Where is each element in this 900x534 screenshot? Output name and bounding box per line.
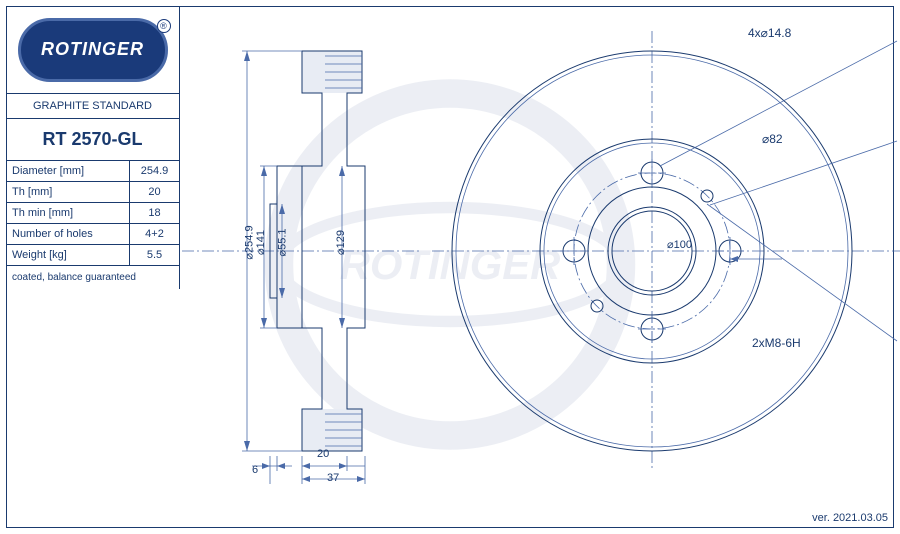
front-view: ⌀100	[442, 16, 892, 486]
callout-hub-dia: ⌀82	[762, 132, 783, 146]
brand-name: ROTINGER	[41, 39, 144, 60]
logo-area: ROTINGER ®	[6, 6, 180, 94]
dim-pcd-inline: ⌀100	[667, 239, 692, 251]
spec-table: GRAPHITE STANDARD RT 2570-GL Diameter [m…	[6, 94, 180, 289]
spec-note: coated, balance guaranteed	[6, 266, 180, 289]
dim-d129: ⌀129	[334, 230, 347, 255]
dim-w20: 20	[317, 448, 329, 460]
callout-thread: 2xM8-6H	[752, 336, 801, 350]
table-row: Number of holes4+2	[6, 224, 180, 245]
brand-logo: ROTINGER ®	[18, 18, 168, 82]
dim-d55: ⌀55.1	[276, 228, 289, 256]
table-row: Diameter [mm]254.9	[6, 161, 180, 182]
dim-d141: ⌀141	[254, 230, 267, 255]
side-view	[182, 16, 442, 486]
dim-w6: 6	[252, 464, 258, 476]
dim-w37: 37	[327, 472, 339, 484]
table-row: Weight [kg]5.5	[6, 245, 180, 266]
table-row: Th min [mm]18	[6, 203, 180, 224]
part-number: RT 2570-GL	[6, 119, 180, 161]
technical-drawing: ⌀254.9 ⌀141 ⌀55.1 ⌀129 6 20 37	[182, 6, 894, 504]
callout-bolt-holes: 4x⌀14.8	[748, 26, 791, 40]
spec-header: GRAPHITE STANDARD	[6, 94, 180, 119]
registered-mark: ®	[157, 19, 171, 33]
table-row: Th [mm]20	[6, 182, 180, 203]
version-label: ver. 2021.03.05	[812, 512, 888, 524]
